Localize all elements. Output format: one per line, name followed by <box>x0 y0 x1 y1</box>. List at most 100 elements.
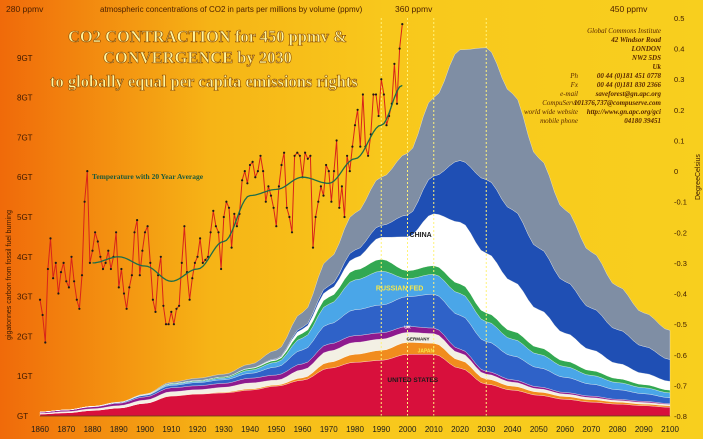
region-label-india: INDIA <box>456 256 475 263</box>
contact-address-1: 42 Windsor Road <box>610 36 661 44</box>
temperature-point <box>206 255 210 258</box>
y-right-tick-label: 0.4 <box>674 45 684 54</box>
temperature-point <box>214 225 217 228</box>
temperature-point <box>183 225 186 228</box>
y-axis-right-title: DegreeCelsius <box>695 154 702 200</box>
temperature-point <box>374 93 378 96</box>
temperature-point <box>398 47 401 50</box>
temperature-point <box>227 206 231 209</box>
temperature-point <box>146 225 149 228</box>
temperature-point <box>141 249 144 252</box>
y-axis-left-title: gigatonnes carbon from fossil fuel burni… <box>6 210 13 340</box>
temperature-point <box>293 154 296 157</box>
temperature-point <box>235 225 238 228</box>
temperature-point <box>343 215 346 219</box>
y-right-tick-label: 0.1 <box>674 136 684 145</box>
temperature-point <box>251 160 254 163</box>
x-tick-label: 1890 <box>110 425 128 434</box>
temperature-point <box>136 219 139 222</box>
contact-label-email: e-mail <box>560 90 578 98</box>
temperature-point <box>340 185 343 188</box>
y-left-tick-label: 3GT <box>17 293 33 302</box>
temperature-point <box>269 194 273 197</box>
temperature-point <box>217 231 220 234</box>
y-right-tick-label: 0 <box>674 167 678 176</box>
temperature-point <box>327 170 330 173</box>
temperature-point <box>361 93 364 96</box>
temperature-point <box>138 274 141 277</box>
contact-label-fax: Fx <box>570 81 579 89</box>
x-tick-label: 1880 <box>84 425 102 434</box>
y-right-tick-label: -0.7 <box>674 381 687 390</box>
temperature-point <box>96 240 99 243</box>
contact-value-compuserve: 101376,737@compuserve.com <box>574 99 662 107</box>
temperature-point <box>38 298 42 301</box>
temperature-point <box>154 310 157 313</box>
x-tick-label: 1950 <box>267 425 285 434</box>
temperature-point <box>70 255 73 258</box>
temperature-point <box>330 200 333 203</box>
temperature-point <box>107 249 110 252</box>
x-tick-label: 1930 <box>215 425 233 434</box>
temperature-point <box>115 231 118 234</box>
temperature-point <box>311 246 315 249</box>
temperature-point <box>275 225 278 228</box>
temperature-point <box>172 323 175 326</box>
temperature-point <box>319 185 322 188</box>
x-tick-label: 1970 <box>320 425 338 434</box>
contact-label-compuserve: CompuServe <box>542 99 578 107</box>
x-tick-label: 1920 <box>189 425 207 434</box>
chart-title-line-1: CO2 CONTRACTION for 450 ppmv & <box>68 27 347 46</box>
contact-value-website: http://www.gn.apc.org/gci <box>587 108 661 116</box>
x-tick-label: 2060 <box>556 425 574 434</box>
y-right-tick-label: -0.4 <box>674 290 687 299</box>
temperature-point <box>298 154 301 157</box>
x-tick-label: 1980 <box>346 425 364 434</box>
temperature-point <box>49 237 52 240</box>
y-right-tick-label: -0.2 <box>674 228 687 237</box>
temperature-point <box>288 215 291 219</box>
temperature-point <box>346 154 349 157</box>
temperature-point <box>109 267 112 271</box>
temperature-point <box>62 261 65 264</box>
temperature-point <box>401 23 404 26</box>
temperature-series <box>38 23 404 344</box>
region-labels: CHINA INDIA RUSSIAN FED GERMANY JAPAN UNITED … <box>376 232 475 384</box>
contact-value-fax: 00 44 (0)181 830 2366 <box>597 81 662 89</box>
temperature-point <box>296 151 299 154</box>
y-left-tick-label: GT <box>17 412 28 421</box>
x-tick-label: 2020 <box>451 425 469 434</box>
temperature-point <box>125 307 128 310</box>
temperature-point <box>52 277 55 280</box>
temperature-point <box>212 209 215 212</box>
temperature-point <box>41 313 44 317</box>
temperature-point <box>259 154 262 157</box>
y-left-tick-label: 5GT <box>17 213 33 222</box>
top-axis-left-label: 280 ppmv <box>6 4 44 14</box>
temperature-point <box>225 200 228 203</box>
temperature-point <box>59 271 63 274</box>
temperature-point <box>283 151 286 154</box>
temperature-point <box>359 145 362 148</box>
contact-block: Global Commons Institute 42 Windsor Road… <box>524 27 662 125</box>
chart-title-line-2: CONVERGENCE by 2030 <box>103 48 292 67</box>
temperature-point <box>372 93 375 96</box>
temperature-point <box>91 249 94 252</box>
top-axis-mid-label: 360 ppmv <box>395 4 433 14</box>
temperature-point <box>348 170 351 173</box>
x-tick-label: 1870 <box>57 425 75 434</box>
temperature-label: Temperature with 20 Year Average <box>92 172 204 181</box>
temperature-point <box>73 280 76 283</box>
temperature-point <box>46 267 50 271</box>
temperature-point <box>162 304 165 307</box>
temperature-point <box>167 323 170 326</box>
top-axis-right-label: 450 ppmv <box>610 4 648 14</box>
temperature-point <box>248 163 252 167</box>
temperature-point <box>256 170 259 173</box>
temperature-point <box>230 246 233 249</box>
area-rest-of-world <box>39 47 671 413</box>
temperature-point <box>306 157 309 160</box>
y-right-tick-label: -0.5 <box>674 320 687 329</box>
temperature-point <box>104 261 107 264</box>
